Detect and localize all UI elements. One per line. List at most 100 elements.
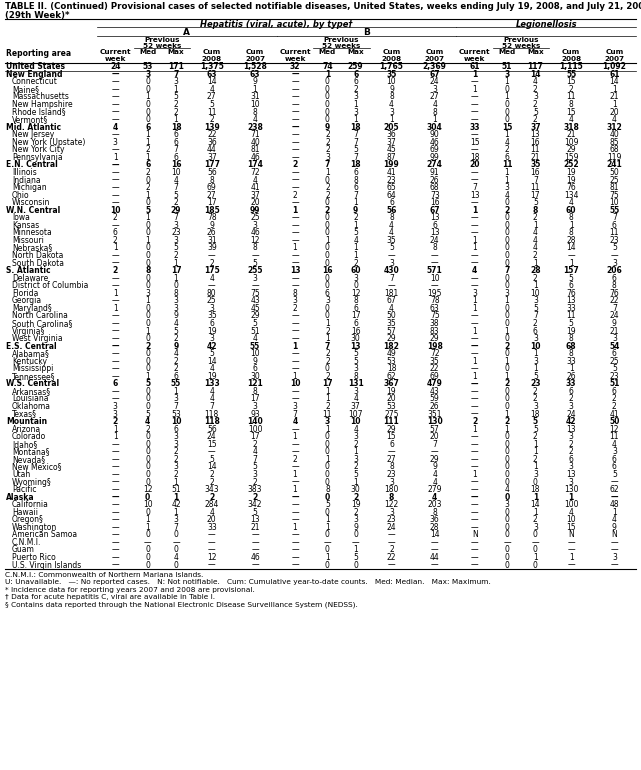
Text: —: — xyxy=(471,273,478,283)
Text: —: — xyxy=(112,70,119,79)
Text: 0: 0 xyxy=(504,477,510,487)
Text: 9: 9 xyxy=(253,77,258,86)
Text: 5: 5 xyxy=(145,380,150,388)
Text: 0: 0 xyxy=(504,334,510,343)
Text: 0: 0 xyxy=(504,349,510,358)
Text: —: — xyxy=(208,538,215,547)
Text: 45: 45 xyxy=(387,146,396,154)
Text: 13: 13 xyxy=(430,213,440,223)
Text: Louisiana: Louisiana xyxy=(12,394,49,403)
Text: 0: 0 xyxy=(504,319,510,328)
Text: 13: 13 xyxy=(531,130,540,139)
Text: 4: 4 xyxy=(533,243,538,253)
Text: 19: 19 xyxy=(566,168,576,177)
Text: 69: 69 xyxy=(430,372,440,381)
Text: 2: 2 xyxy=(174,334,178,343)
Text: —: — xyxy=(471,545,478,554)
Text: 31: 31 xyxy=(250,92,260,102)
Text: 6: 6 xyxy=(389,198,394,207)
Text: 3: 3 xyxy=(253,221,258,229)
Text: 0: 0 xyxy=(146,251,150,260)
Text: 2: 2 xyxy=(146,146,150,154)
Text: 36: 36 xyxy=(207,138,217,147)
Text: —: — xyxy=(471,538,478,547)
Text: —: — xyxy=(471,77,478,86)
Text: 75: 75 xyxy=(250,289,260,298)
Text: 1: 1 xyxy=(325,394,329,403)
Text: Maryland§: Maryland§ xyxy=(12,304,52,313)
Text: —: — xyxy=(291,108,299,116)
Text: —: — xyxy=(112,85,119,94)
Text: 9: 9 xyxy=(612,319,617,328)
Text: 284: 284 xyxy=(204,500,219,509)
Text: 0: 0 xyxy=(504,470,510,479)
Text: 13: 13 xyxy=(351,342,361,350)
Text: 1: 1 xyxy=(146,296,150,306)
Text: 0: 0 xyxy=(146,77,150,86)
Text: —: — xyxy=(251,531,259,539)
Text: 45: 45 xyxy=(250,304,260,313)
Text: 0: 0 xyxy=(146,402,150,411)
Text: —: — xyxy=(471,364,478,373)
Text: 0: 0 xyxy=(146,455,150,464)
Text: —: — xyxy=(112,198,119,207)
Text: 6: 6 xyxy=(325,289,330,298)
Text: 35: 35 xyxy=(430,357,440,366)
Text: 5: 5 xyxy=(533,198,538,207)
Text: 383: 383 xyxy=(248,485,262,494)
Text: 1: 1 xyxy=(504,425,510,434)
Text: —: — xyxy=(471,463,478,471)
Text: —: — xyxy=(112,493,119,501)
Text: 13: 13 xyxy=(566,425,576,434)
Text: 18: 18 xyxy=(387,364,396,373)
Text: 2: 2 xyxy=(325,372,329,381)
Text: Mississippi: Mississippi xyxy=(12,364,53,373)
Text: 9: 9 xyxy=(174,342,179,350)
Text: 275: 275 xyxy=(384,410,399,419)
Text: 9: 9 xyxy=(612,523,617,532)
Text: 5: 5 xyxy=(253,319,258,328)
Text: United States: United States xyxy=(6,62,65,72)
Text: —: — xyxy=(388,531,395,539)
Text: 174: 174 xyxy=(247,160,263,169)
Text: Alabama§: Alabama§ xyxy=(12,349,50,358)
Text: 76: 76 xyxy=(566,289,576,298)
Text: Pennsylvania: Pennsylvania xyxy=(12,153,63,162)
Text: 4: 4 xyxy=(353,425,358,434)
Text: Florida: Florida xyxy=(12,289,38,298)
Text: 17: 17 xyxy=(207,198,217,207)
Text: Connecticut: Connecticut xyxy=(12,77,58,86)
Text: 44: 44 xyxy=(430,553,440,562)
Text: 2: 2 xyxy=(325,191,329,199)
Text: —: — xyxy=(208,531,215,539)
Text: 15: 15 xyxy=(207,440,217,449)
Text: 0: 0 xyxy=(504,259,510,267)
Text: 1: 1 xyxy=(353,221,358,229)
Text: 0: 0 xyxy=(325,545,330,554)
Text: 3: 3 xyxy=(145,70,151,79)
Text: 12: 12 xyxy=(250,236,260,245)
Text: 342: 342 xyxy=(248,500,262,509)
Text: 55: 55 xyxy=(171,380,181,388)
Text: Med: Med xyxy=(499,49,516,55)
Text: 21: 21 xyxy=(610,326,619,336)
Text: 6: 6 xyxy=(113,229,118,237)
Text: 205: 205 xyxy=(384,122,399,132)
Text: 3: 3 xyxy=(325,153,330,162)
Text: 26: 26 xyxy=(430,176,440,185)
Text: 63: 63 xyxy=(430,304,440,313)
Text: 26: 26 xyxy=(430,402,440,411)
Text: —: — xyxy=(112,319,119,328)
Text: —: — xyxy=(112,553,119,562)
Text: 304: 304 xyxy=(427,122,442,132)
Text: 16: 16 xyxy=(430,198,440,207)
Text: 5: 5 xyxy=(389,243,394,253)
Text: § Contains data reported through the National Electronic Disease Surveillance Sy: § Contains data reported through the Nat… xyxy=(5,602,358,608)
Text: 3: 3 xyxy=(353,273,358,283)
Text: —: — xyxy=(291,221,299,229)
Text: 1: 1 xyxy=(174,259,178,267)
Text: 0: 0 xyxy=(504,251,510,260)
Text: 0: 0 xyxy=(146,432,150,441)
Text: Current
week: Current week xyxy=(99,49,131,62)
Text: Current
week: Current week xyxy=(459,49,490,62)
